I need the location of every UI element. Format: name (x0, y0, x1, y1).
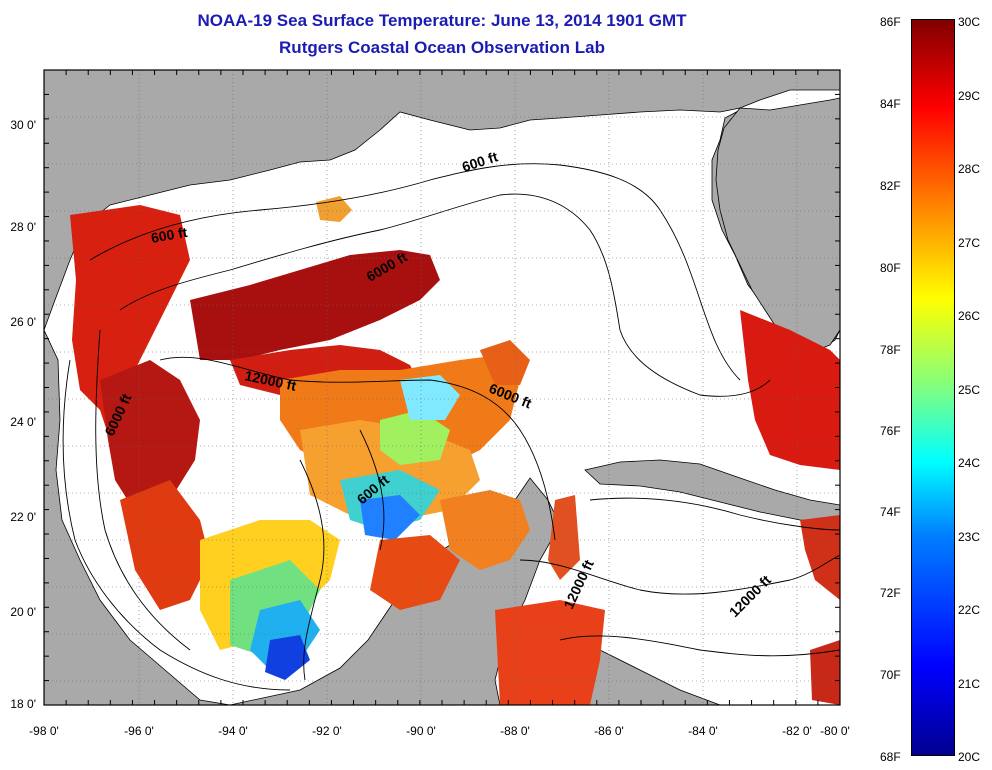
colorbar-c-label: 27C (958, 236, 981, 250)
colorbar-f-label: 70F (880, 668, 901, 682)
colorbar-f-label: 74F (880, 505, 901, 519)
map-title: NOAA-19 Sea Surface Temperature: June 13… (197, 11, 687, 30)
y-tick-label: 28 0' (10, 220, 36, 234)
land-north-coast (44, 70, 840, 331)
colorbar-c-label: 22C (958, 603, 981, 617)
colorbar-f-label: 68F (880, 750, 901, 764)
contour-600ft-north (89, 163, 741, 381)
y-tick-label: 26 0' (10, 315, 36, 329)
y-tick-label: 20 0' (10, 605, 36, 619)
colorbar-c-label: 20C (958, 750, 981, 764)
x-tick-label: -84 0' (688, 724, 718, 738)
y-tick-label: 30 0' (10, 118, 36, 132)
colorbar-c-label: 29C (958, 89, 981, 103)
colorbar-f-label: 80F (880, 261, 901, 275)
colorbar-c-label: 24C (958, 456, 981, 470)
colorbar-c-label: 26C (958, 309, 981, 323)
x-tick-label: -98 0' (29, 724, 59, 738)
x-tick-label: -96 0' (124, 724, 154, 738)
contour-label: 600 ft (150, 224, 189, 246)
y-tick-label: 18 0' (10, 697, 36, 711)
contour-6000ft (119, 193, 771, 397)
sst-data (70, 196, 840, 705)
land-cuba (584, 459, 840, 526)
colorbar-f-label: 84F (880, 97, 901, 111)
x-tick-label: -92 0' (312, 724, 342, 738)
colorbar-f-label: 82F (880, 179, 901, 193)
colorbar-f-label: 78F (880, 343, 901, 357)
color-scale-bar (911, 19, 955, 756)
colorbar-f-label: 76F (880, 424, 901, 438)
contour-campeche-2 (359, 429, 385, 551)
colorbar-c-label: 23C (958, 530, 981, 544)
y-tick-label: 22 0' (10, 510, 36, 524)
contour-west-inner (95, 329, 191, 651)
map-subtitle: Rutgers Coastal Ocean Observation Lab (279, 38, 605, 57)
colorbar-f-label: 86F (880, 15, 901, 29)
x-tick-label: -82 0' (782, 724, 812, 738)
colorbar-c-label: 30C (958, 15, 981, 29)
axis-ticks (43, 69, 841, 706)
contour-cuba (589, 497, 840, 531)
x-tick-label: -94 0' (218, 724, 248, 738)
colorbar-c-label: 25C (958, 383, 981, 397)
contour-caribbean-2 (559, 635, 840, 657)
contour-west-shelf (62, 359, 291, 691)
contour-12000ft (159, 356, 556, 541)
y-tick-label: 24 0' (10, 415, 36, 429)
gridlines (44, 70, 840, 705)
colorbar-c-label: 21C (958, 677, 981, 691)
land-mexico (44, 329, 231, 705)
x-tick-label: -90 0' (406, 724, 436, 738)
x-tick-label: -86 0' (594, 724, 624, 738)
contour-campeche (299, 459, 325, 681)
depth-contours (62, 163, 840, 691)
contour-caribbean (519, 554, 840, 595)
x-tick-label: -88 0' (500, 724, 530, 738)
colorbar-c-label: 28C (958, 162, 981, 176)
colorbar-f-label: 72F (880, 586, 901, 600)
x-tick-label: -80 0' (820, 724, 850, 738)
